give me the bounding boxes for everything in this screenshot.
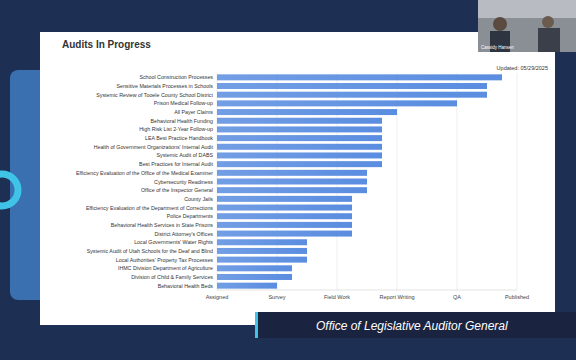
chart-card <box>40 32 555 325</box>
bar <box>217 239 307 245</box>
category-label: Systemic Review of Tooele County School … <box>96 92 213 98</box>
bar <box>217 161 382 167</box>
category-label: Police Departments <box>167 213 214 219</box>
category-label: Cybersecurity Readiness <box>154 179 213 185</box>
video-name: Cassidy Hansen <box>481 45 514 50</box>
bar <box>217 265 292 271</box>
category-label: Best Practices for Internal Audit <box>139 161 213 167</box>
category-label: County Jails <box>184 196 213 202</box>
bar <box>217 118 382 124</box>
bar <box>217 213 352 219</box>
video-wall <box>478 0 576 18</box>
bar <box>217 231 352 237</box>
category-label: Local Governments' Water Rights <box>134 239 213 245</box>
bar <box>217 248 307 254</box>
bar <box>217 144 382 150</box>
bar <box>217 205 352 211</box>
tick-label: Survey <box>268 294 285 300</box>
background <box>0 0 576 360</box>
tick-label: Published <box>505 294 529 300</box>
bar <box>217 109 397 115</box>
bar <box>217 100 457 106</box>
banner-text: Office of Legislative Auditor General <box>316 319 508 333</box>
grid-line <box>517 73 518 290</box>
category-label: IHMC Division Department of Agriculture <box>118 265 213 271</box>
bar <box>217 196 352 202</box>
banner-accent <box>255 312 258 338</box>
video-inset <box>478 0 576 52</box>
category-label: School Construction Processes <box>139 74 213 80</box>
category-label: Prison Medical Follow-up <box>154 100 213 106</box>
category-label: Systemic Audit of Utah Schools for the D… <box>87 248 213 254</box>
bar <box>217 135 382 141</box>
video-person <box>493 17 507 31</box>
tick-label: Assigned <box>206 294 229 300</box>
bar <box>217 274 292 280</box>
category-label: Behavioral Health Services in State Pris… <box>111 222 214 228</box>
video-person <box>542 16 554 28</box>
title: Audits In Progress <box>62 39 151 50</box>
category-label: Sensitive Materials Processes in Schools <box>116 83 213 89</box>
tick-label: Field Work <box>324 294 350 300</box>
tick-label: QA <box>453 294 461 300</box>
bar <box>217 222 352 228</box>
category-label: District Attorney's Offices <box>154 231 213 237</box>
subtitle: Updated: 05/29/2025 <box>497 65 548 71</box>
bar <box>217 74 502 80</box>
bar <box>217 179 367 185</box>
bar <box>217 92 487 98</box>
category-label: Local Authorities' Property Tax Processe… <box>116 257 214 263</box>
bar <box>217 187 367 193</box>
tick-label: Report Writing <box>379 294 414 300</box>
video-person <box>538 28 560 52</box>
bars <box>217 74 502 288</box>
category-label: LEA Best Practice Handbook <box>145 135 213 141</box>
bar <box>217 170 367 176</box>
bar <box>217 257 307 263</box>
slide: Audits In Progress Updated: 05/29/2025 Ass… <box>0 0 576 360</box>
category-label: Office of the Inspector General <box>141 187 213 193</box>
bar <box>217 283 277 289</box>
category-label: Behavioral Health Beds <box>158 283 214 289</box>
category-label: Efficiency Evaluation of the Office of t… <box>76 170 213 176</box>
banner <box>255 312 576 338</box>
x-axis <box>217 290 517 291</box>
category-label: Behavioral Health Funding <box>151 118 213 124</box>
category-label: High Risk List 2-Year Follow-up <box>139 126 213 132</box>
category-label: Health of Government Organizations' Inte… <box>94 144 214 150</box>
category-label: All Payer Claims <box>174 109 213 115</box>
bar <box>217 83 487 89</box>
category-label: Efficiency Evaluation of the Department … <box>86 205 213 211</box>
bar <box>217 126 382 132</box>
deco-circle <box>0 174 18 206</box>
category-label: Systemic Audit of DABS <box>156 152 213 158</box>
bar <box>217 152 382 158</box>
category-label: Division of Child & Family Services <box>131 274 213 280</box>
